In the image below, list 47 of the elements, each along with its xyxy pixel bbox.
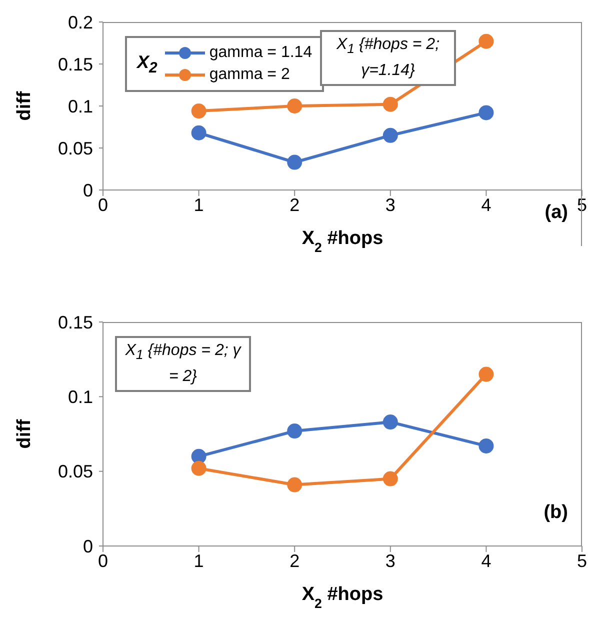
x-tick-label: 4 bbox=[481, 194, 492, 215]
y-tick-label: 0.1 bbox=[68, 96, 93, 116]
point bbox=[382, 128, 398, 143]
y-axis-title: diff bbox=[14, 418, 35, 449]
point bbox=[478, 438, 494, 454]
point bbox=[191, 104, 206, 119]
x-tick-label: 1 bbox=[194, 550, 204, 571]
y-tick-label: 0.2 bbox=[68, 12, 93, 32]
x-tick-label: 4 bbox=[481, 550, 492, 571]
y-tick-label: 0.05 bbox=[58, 138, 93, 158]
point bbox=[382, 414, 398, 430]
y-tick-label: 0 bbox=[82, 180, 93, 200]
x-tick-label: 2 bbox=[290, 194, 300, 215]
annotation: (b) bbox=[544, 502, 568, 524]
y-tick-label: 0.15 bbox=[58, 54, 93, 74]
point bbox=[382, 471, 398, 486]
text: (a) bbox=[544, 202, 568, 224]
x-tick-label: 1 bbox=[194, 194, 204, 215]
x-axis-title: X$_{2}$ #hops bbox=[302, 584, 384, 610]
y-tick-label: 0.05 bbox=[58, 462, 93, 482]
x-tick-label: 2 bbox=[290, 550, 300, 571]
x-axis-title: X$_{2}$ #hops bbox=[302, 228, 384, 254]
x-tick-label: 3 bbox=[385, 550, 396, 571]
annotation-box: X$_{1}$ {#hops = 2; γ = 2} bbox=[115, 336, 251, 392]
x-tick-label: 0 bbox=[98, 550, 108, 571]
point bbox=[287, 154, 302, 170]
legend-label: gamma = 2 bbox=[209, 65, 290, 85]
point bbox=[191, 125, 206, 140]
x-tick-label: 0 bbox=[98, 194, 108, 215]
point bbox=[287, 98, 302, 114]
point bbox=[287, 424, 302, 439]
legend-title: X$_{2}$ bbox=[137, 52, 158, 76]
point bbox=[478, 34, 494, 49]
annotation-box: X$_{1}$ {#hops = 2; γ=1.14} bbox=[320, 30, 456, 86]
point bbox=[191, 460, 206, 476]
y-axis-title: diff bbox=[14, 90, 35, 121]
point bbox=[382, 96, 398, 112]
point bbox=[191, 448, 206, 464]
y-tick-label: 0.15 bbox=[58, 312, 93, 332]
y-tick-label: 0 bbox=[82, 536, 93, 556]
legend-label: gamma = 1.14 bbox=[209, 43, 312, 63]
point bbox=[478, 366, 494, 382]
point bbox=[478, 105, 494, 120]
y-tick-label: 0.1 bbox=[68, 387, 93, 408]
x-tick-label: 3 bbox=[385, 194, 396, 215]
point bbox=[287, 477, 302, 492]
x-tick-label: 5 bbox=[576, 550, 588, 571]
